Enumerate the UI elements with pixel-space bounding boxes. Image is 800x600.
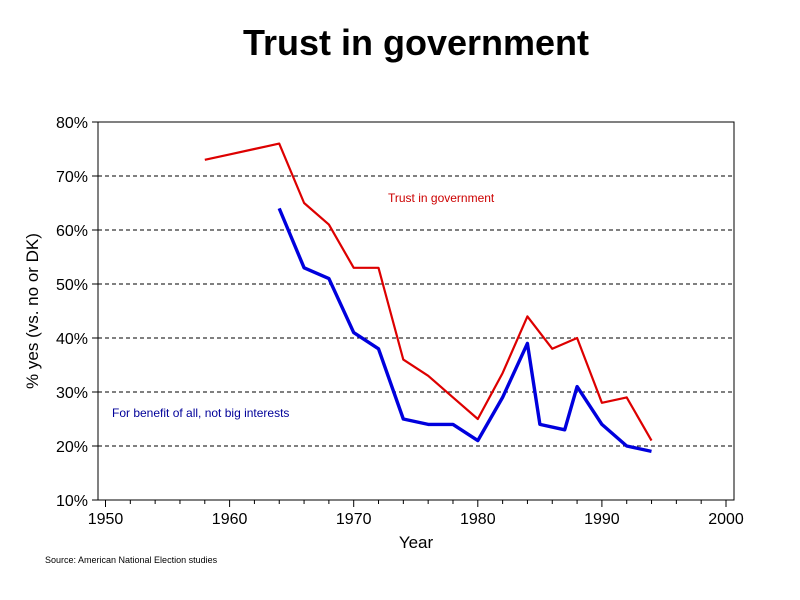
x-tick-label: 1980 <box>460 511 496 528</box>
series-lines <box>204 142 653 454</box>
axes: 10% 20% 30% 40% 50% 60% 70% 80% 1950 1960 1970 1980… <box>56 115 744 528</box>
y-axis-label: % yes (vs. no or DK) <box>23 233 42 389</box>
y-tick-label: 10% <box>56 493 88 510</box>
x-tick-label: 1950 <box>88 511 124 528</box>
y-tick-label: 80% <box>56 115 88 132</box>
y-tick-label: 50% <box>56 277 88 294</box>
annotation-trust-in-government: Trust in government <box>388 191 495 205</box>
y-tick-label: 30% <box>56 385 88 402</box>
series-line-benefit-of-all <box>277 207 652 454</box>
y-tick-label: 70% <box>56 169 88 186</box>
y-tick-label: 60% <box>56 223 88 240</box>
x-tick-label: 1990 <box>584 511 620 528</box>
y-tick-label: 40% <box>56 331 88 348</box>
grid-lines <box>98 175 734 447</box>
series-line-trust-in-government <box>204 142 653 442</box>
source-note: Source: American National Election studi… <box>45 555 218 565</box>
plot-frame <box>97 121 735 501</box>
y-tick-label: 20% <box>56 439 88 456</box>
annotation-benefit-of-all: For benefit of all, not big interests <box>112 406 289 420</box>
x-axis-label: Year <box>399 533 434 552</box>
x-tick-label: 2000 <box>708 511 744 528</box>
x-tick-label: 1960 <box>212 511 248 528</box>
x-tick-label: 1970 <box>336 511 372 528</box>
chart-title: Trust in government <box>242 22 590 63</box>
